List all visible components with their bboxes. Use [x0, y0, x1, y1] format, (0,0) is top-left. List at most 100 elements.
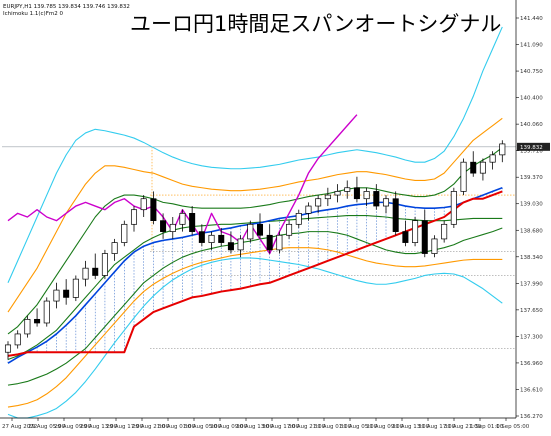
chart-title: ユーロ円1時間足スパンオートシグナル [130, 12, 501, 36]
time-tick-label: 1 Sep 01:00 [470, 424, 504, 430]
candle-bullish [489, 154, 496, 163]
candle-bullish [169, 223, 176, 232]
time-tick-label: 27 Aug 2022 [2, 424, 37, 430]
candle-bullish [14, 333, 21, 346]
price-tick-label: 136.960 [520, 361, 543, 367]
price-tick-label: 139.370 [520, 175, 543, 181]
candle-bullish [305, 205, 312, 214]
candle-bearish [353, 187, 360, 200]
tenkan-line [7, 190, 503, 357]
candle-bearish [266, 234, 273, 251]
price-tick-label: 138.680 [520, 228, 543, 234]
price-tick-label: 141.440 [520, 16, 543, 22]
price-tick-label: 137.990 [520, 281, 543, 287]
price-tick-label: 137.300 [520, 334, 543, 340]
candle-bullish [460, 161, 467, 192]
candle-bullish [479, 161, 486, 174]
candle-bearish [189, 212, 196, 232]
candle-bearish [150, 198, 157, 222]
candle-bearish [256, 223, 264, 236]
price-tick-label: 137.650 [520, 308, 543, 314]
time-tick-label: 30 Aug 09:00 [210, 424, 248, 430]
price-tick-label: 140.060 [520, 122, 543, 128]
candle-bullish [72, 278, 79, 298]
time-tick-label: 31 Aug 13:00 [392, 424, 430, 430]
cyan-lower-band-line [7, 257, 503, 419]
price-tick-label: 140.400 [520, 96, 543, 102]
price-axis: 141.440 141.090 140.750 140.400 140.060 139.7… [515, 0, 550, 420]
candlesticks [4, 140, 506, 360]
time-tick-label: 29 Aug 09:00 [54, 424, 92, 430]
time-tick-label: 31 Aug 21:00 [444, 424, 482, 430]
candle-bullish [441, 223, 448, 240]
candle-bullish [295, 212, 302, 225]
cyan-upper-band-line [7, 26, 503, 284]
time-tick-label: 30 Aug 13:00 [236, 424, 274, 430]
time-tick-label: 29 Aug 21:00 [132, 424, 170, 430]
candle-bullish [276, 234, 283, 251]
candle-bullish [431, 238, 438, 254]
candle-bearish [373, 191, 380, 207]
candle-bullish [247, 223, 254, 240]
candle-bullish [121, 223, 128, 243]
candle-bullish [82, 267, 89, 280]
time-tick-label: 29 Aug 17:00 [106, 424, 144, 430]
candle-bullish [43, 300, 50, 324]
candle-bullish [208, 234, 215, 243]
candle-bearish [198, 231, 205, 243]
price-tick-label: 136.270 [520, 414, 543, 420]
midline [7, 214, 503, 361]
green-lower-band-line [7, 227, 503, 386]
candle-bullish [53, 289, 60, 302]
candle-bullish [286, 223, 293, 236]
candle-bearish [402, 231, 409, 243]
price-tick-label: 141.090 [520, 43, 543, 49]
time-tick-label: 30 Aug 05:00 [184, 424, 222, 430]
candle-bullish [4, 344, 12, 353]
candle-bullish [140, 198, 147, 211]
candle-bearish [392, 198, 399, 232]
green-upper-band-line [7, 147, 503, 335]
time-tick-label: 30 Aug 17:00 [262, 424, 300, 430]
kijun-line [7, 187, 503, 364]
time-tick-label: 31 Aug 17:00 [418, 424, 456, 430]
candle-bullish [237, 238, 244, 251]
indicator-header: Ichimoku 1.1(c)Fm2 0 [3, 11, 63, 17]
current-price-tag [517, 142, 550, 151]
current-price-label: 139.832 [520, 145, 543, 151]
indicator-lines [7, 26, 503, 419]
time-tick-label: 29 Aug 05:00 [28, 424, 66, 430]
candle-bullish [363, 191, 370, 200]
candle-bearish [218, 234, 225, 243]
candle-bullish [344, 187, 351, 192]
candle-bearish [227, 242, 234, 251]
candle-bullish [101, 253, 108, 276]
candle-bullish [111, 242, 118, 254]
time-tick-label: 31 Aug 09:00 [366, 424, 404, 430]
candle-bullish [179, 212, 186, 225]
candle-bearish [34, 318, 41, 324]
time-tick-label: 31 Aug 05:00 [340, 424, 378, 430]
orange-lower-band-line [7, 247, 503, 408]
candle-bullish [315, 198, 322, 207]
candle-bullish [450, 191, 457, 225]
price-tick-label: 138.340 [520, 255, 543, 261]
candle-bearish [92, 267, 99, 276]
time-tick-label: 30 Aug 21:00 [288, 424, 326, 430]
candle-bearish [421, 220, 428, 254]
candle-bullish [24, 318, 31, 335]
time-tick-label: 31 Aug 01:00 [314, 424, 352, 430]
candle-bearish [470, 161, 477, 174]
candle-bearish [63, 289, 70, 298]
price-tick-label: 139.030 [520, 202, 543, 208]
time-tick-label: 30 Aug 01:00 [158, 424, 196, 430]
time-tick-label: 1 Sep 05:00 [496, 424, 530, 430]
price-tick-label: 140.750 [520, 69, 543, 75]
candle-bearish [160, 220, 167, 232]
symbol-header: EURJPY,H1 139.785 139.834 139.746 139.83… [3, 4, 130, 10]
time-tick-label: 29 Aug 13:00 [80, 424, 118, 430]
